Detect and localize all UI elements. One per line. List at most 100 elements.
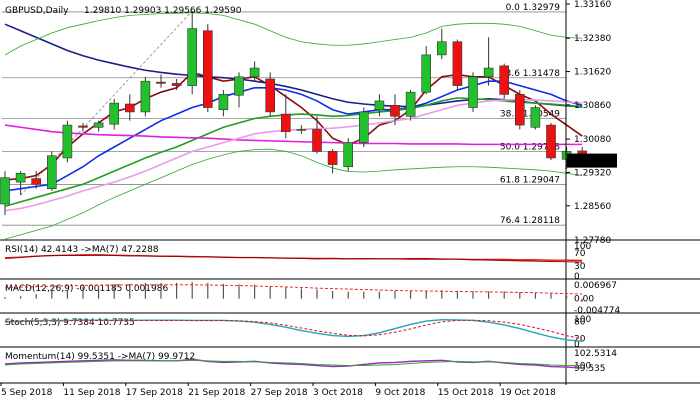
moving-average-overlays [4,12,583,240]
candle-body [109,102,119,125]
candle-body [546,124,556,159]
indicator-axis-label: 99.535 [574,364,606,374]
indicator-label-rsi: RSI(14) 42.4143 ->MA(7) 47.2288 [5,245,159,255]
fib-level-label: 76.4 1.28118 [500,216,560,226]
price-tick-label: 1.30080 [574,135,611,145]
fib-level-label: 50.0 1.29798 [500,142,560,152]
indicator-line-rsi [4,254,583,263]
candle-body [405,91,416,117]
indicator-axis-label: 0 [574,340,580,350]
indicator-line-momentum [4,359,583,367]
overlay-line-ma_magenta [4,124,583,146]
candle-body [452,41,463,86]
candle-body [436,41,447,56]
price-tick-label: 1.33160 [574,0,611,10]
price-tick-label: 1.31620 [574,68,611,78]
overlay-line-ma_pink [4,98,583,212]
time-tick-label: 9 Oct 2018 [375,388,425,398]
candle-body [265,78,276,113]
fib-level-label: 61.8 1.29047 [500,175,560,185]
candle-body [483,67,494,78]
indicator-panel-macd: MACD(12,26,9) -0.001185 0.001986 0.006967… [4,281,620,316]
time-tick-label: 19 Oct 2018 [500,388,556,398]
candle-body [280,113,291,132]
candle-body [31,178,42,185]
indicator-axis-label: 0 [574,272,580,282]
current-price-tag [567,153,617,168]
overlay-line-ma_blue [4,80,583,192]
indicator-axis-label: 0.006967 [574,281,617,291]
candle-body [296,129,307,131]
fib-level-label: 0.0 1.32979 [506,3,561,13]
indicator-axis-label: 30 [574,262,586,272]
candle-body [187,28,197,86]
price-tick-label: 1.29320 [574,168,611,178]
price-tick-label: 1.28560 [574,202,611,212]
indicator-axis-label: 100 [574,315,591,325]
candle-body [203,30,213,108]
candlesticks [0,11,588,215]
time-tick-label: 21 Sep 2018 [188,388,245,398]
candle-body [234,76,244,96]
time-tick-label: 5 Sep 2018 [1,388,53,398]
overlay-line-ma_green [4,97,583,207]
indicator-axis-label: 0.00 [574,295,594,305]
overlay-line-bollinger [4,148,583,240]
indicator-panel-momentum: Momentum(14) 99.5351 ->MA(7) 99.9712 102.… [4,349,617,374]
candle-body [62,124,73,159]
candle-body [46,155,57,189]
time-tick-label: 15 Oct 2018 [438,388,494,398]
current-price-label: 1.29590 [571,158,608,168]
candle-body [140,80,151,113]
overlay-line-bollinger [4,12,583,56]
price-axis: 1.33160 1.32380 1.31620 1.30860 1.30080 1.293… [0,0,700,385]
candle-body [358,111,369,143]
chart-symbol-label: GBPUSD,Daily [5,6,69,16]
candle-body [390,105,400,117]
candle-body [343,142,354,168]
candle-body [514,94,525,126]
candle-body [468,76,478,108]
time-tick-label: 27 Sep 2018 [251,388,308,398]
candle-body [312,129,322,152]
time-axis: 5 Sep 2018 11 Sep 2018 17 Sep 2018 21 Sep 2… [0,383,556,398]
fib-level-label: 23.6 1.31478 [500,69,560,79]
indicator-panels: RSI(14) 42.4143 ->MA(7) 47.2288 10070300M… [4,242,620,374]
indicator-axis-label: 80 [574,318,586,328]
candle-body [0,177,10,205]
indicator-axis-label: 20 [574,334,586,344]
time-tick-label: 11 Sep 2018 [63,388,120,398]
candle-body [93,122,104,128]
candle-body [374,100,385,111]
macd-signal-line [4,284,583,295]
candle-body [327,151,338,165]
time-tick-label: 17 Sep 2018 [126,388,183,398]
candle-body [125,103,135,113]
candle-body [530,107,541,128]
indicator-axis-label: 102.5314 [574,349,617,359]
candle-body [218,94,229,111]
indicator-axis-label: 70 [574,249,586,259]
candle-body [249,67,260,78]
indicator-line-stoch [4,319,583,340]
candle-body [171,83,182,86]
indicator-label-macd: MACD(12,26,9) -0.001185 0.001986 [5,284,168,294]
time-tick-label: 3 Oct 2018 [313,388,363,398]
candle-body [78,125,88,128]
chart-ohlc-label: 1.29810 1.29903 1.29566 1.29590 [84,6,242,16]
indicator-label-momentum: Momentum(14) 99.5351 ->MA(7) 99.9712 [5,352,195,362]
indicator-axis-label: 100 [574,242,591,252]
candle-body [499,65,510,95]
price-tick-label: 1.27780 [574,236,611,246]
candle-body [15,173,26,183]
fib-level-label: 38.2 1.30549 [500,110,560,120]
indicator-axis-label: 100 [574,362,591,372]
candle-body [421,54,432,93]
indicator-label-stoch: Stoch(5,3,3) 9.7384 10.7735 [5,318,135,328]
price-tick-label: 1.32380 [574,34,611,44]
candle-body [156,81,166,84]
